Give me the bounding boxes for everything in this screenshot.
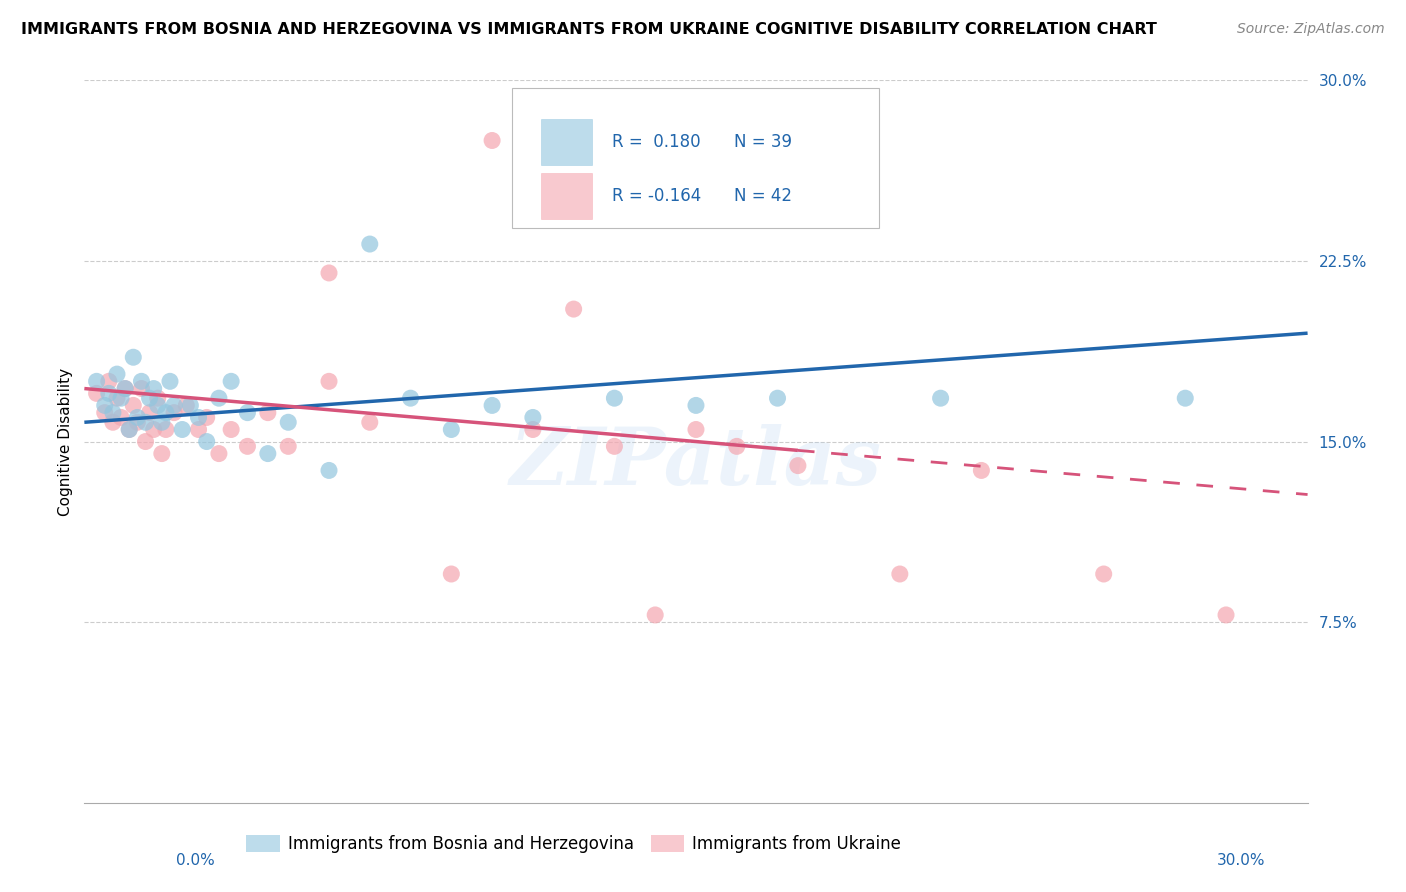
Point <box>208 446 231 460</box>
Point <box>889 567 911 582</box>
Point <box>318 266 340 280</box>
Point <box>163 398 186 412</box>
Point <box>970 463 993 477</box>
Point <box>236 406 259 420</box>
Point <box>219 422 242 436</box>
Point <box>114 382 136 396</box>
Point <box>440 567 463 582</box>
Point <box>685 398 707 412</box>
Point <box>195 434 218 449</box>
Point <box>1092 567 1115 582</box>
Y-axis label: Cognitive Disability: Cognitive Disability <box>58 368 73 516</box>
Point <box>522 410 544 425</box>
Point <box>155 406 177 420</box>
Point <box>359 237 381 252</box>
Point <box>122 350 145 364</box>
Text: N = 42: N = 42 <box>734 187 792 205</box>
Text: R =  0.180: R = 0.180 <box>612 133 700 151</box>
Point <box>138 406 160 420</box>
Point <box>150 415 173 429</box>
Point <box>142 422 165 436</box>
Point <box>127 415 149 429</box>
Point <box>146 398 169 412</box>
Point <box>1215 607 1237 622</box>
Point <box>122 398 145 412</box>
Point <box>522 422 544 436</box>
Legend: Immigrants from Bosnia and Herzegovina, Immigrants from Ukraine: Immigrants from Bosnia and Herzegovina, … <box>239 828 908 860</box>
Point <box>787 458 810 473</box>
Point <box>135 415 157 429</box>
Point <box>174 398 197 412</box>
Point <box>179 398 201 412</box>
Point <box>603 439 626 453</box>
Point <box>118 422 141 436</box>
Point <box>481 133 503 147</box>
Point <box>440 422 463 436</box>
Point <box>150 446 173 460</box>
Point <box>318 374 340 388</box>
Text: R = -0.164: R = -0.164 <box>612 187 700 205</box>
Point <box>135 434 157 449</box>
Text: ZIPatlas: ZIPatlas <box>510 425 882 502</box>
Point <box>86 386 108 401</box>
Point <box>131 374 153 388</box>
Point <box>187 422 209 436</box>
Point <box>257 406 280 420</box>
Point <box>318 463 340 477</box>
Point <box>159 374 181 388</box>
Point <box>172 422 194 436</box>
Point <box>93 406 115 420</box>
FancyBboxPatch shape <box>541 173 592 219</box>
Point <box>929 391 952 405</box>
Point <box>101 415 124 429</box>
Point <box>562 301 585 317</box>
Text: 30.0%: 30.0% <box>1218 854 1265 868</box>
FancyBboxPatch shape <box>513 87 880 228</box>
Point <box>110 410 132 425</box>
Point <box>93 398 115 412</box>
Point <box>766 391 789 405</box>
Point <box>138 391 160 405</box>
Point <box>118 422 141 436</box>
Point <box>114 382 136 396</box>
Point <box>105 391 128 405</box>
Point <box>399 391 422 405</box>
Point <box>219 374 242 388</box>
Point <box>277 439 299 453</box>
Point <box>146 391 169 405</box>
Point <box>257 446 280 460</box>
Point <box>127 410 149 425</box>
Point <box>97 386 120 401</box>
Point <box>277 415 299 429</box>
Point <box>644 607 666 622</box>
Point <box>110 391 132 405</box>
Point <box>208 391 231 405</box>
Point <box>236 439 259 453</box>
Point <box>195 410 218 425</box>
Point <box>97 374 120 388</box>
Point <box>86 374 108 388</box>
FancyBboxPatch shape <box>541 119 592 165</box>
Point <box>481 398 503 412</box>
Point <box>131 382 153 396</box>
Point <box>603 391 626 405</box>
Text: N = 39: N = 39 <box>734 133 792 151</box>
Point <box>1174 391 1197 405</box>
Text: Source: ZipAtlas.com: Source: ZipAtlas.com <box>1237 22 1385 37</box>
Point <box>725 439 748 453</box>
Text: 0.0%: 0.0% <box>176 854 215 868</box>
Point <box>105 367 128 381</box>
Point <box>101 406 124 420</box>
Point <box>142 382 165 396</box>
Point <box>155 422 177 436</box>
Point <box>685 422 707 436</box>
Point <box>359 415 381 429</box>
Text: IMMIGRANTS FROM BOSNIA AND HERZEGOVINA VS IMMIGRANTS FROM UKRAINE COGNITIVE DISA: IMMIGRANTS FROM BOSNIA AND HERZEGOVINA V… <box>21 22 1157 37</box>
Point <box>163 406 186 420</box>
Point <box>187 410 209 425</box>
